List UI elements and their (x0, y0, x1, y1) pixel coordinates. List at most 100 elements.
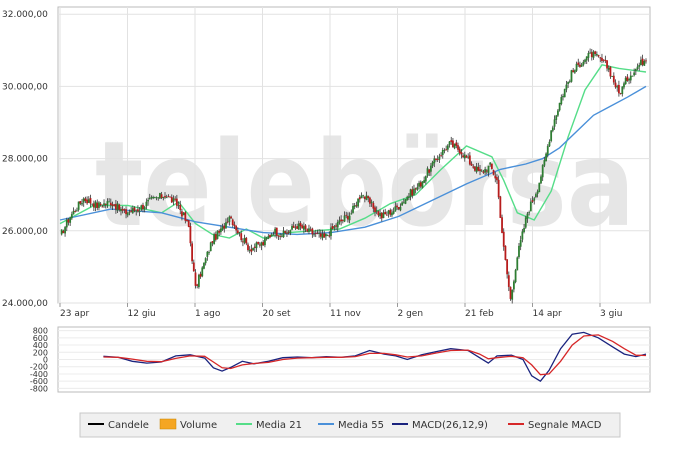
candle (279, 233, 282, 240)
date-tick-label: 14 apr (533, 309, 563, 319)
candle (201, 266, 204, 278)
candle (645, 58, 647, 64)
candle (562, 93, 564, 101)
candle (302, 222, 305, 234)
candle (153, 196, 156, 199)
candle (631, 75, 634, 77)
candle (475, 162, 478, 174)
candle (516, 256, 519, 271)
candle (209, 241, 212, 252)
candle (413, 184, 415, 196)
candle (612, 72, 615, 85)
candle (214, 231, 217, 242)
candle (385, 211, 388, 216)
candle (343, 211, 346, 223)
candle (328, 231, 331, 238)
candle (494, 171, 497, 183)
candle (406, 195, 409, 201)
candle (265, 237, 268, 241)
candle (560, 94, 563, 106)
candle (499, 195, 502, 219)
candle (462, 152, 464, 159)
candle (335, 223, 337, 231)
candle (269, 234, 271, 239)
candle (272, 231, 275, 236)
candle (308, 224, 310, 235)
candle (211, 241, 214, 247)
price-y-tick-label: 28.000,00 (2, 155, 48, 165)
candle (159, 192, 161, 199)
candle (387, 209, 390, 218)
candle (399, 203, 402, 212)
candle (624, 76, 627, 85)
candle (474, 165, 476, 172)
candle (594, 50, 597, 57)
candle (87, 196, 90, 203)
macd-lines (103, 331, 647, 383)
date-x-axis: 23 apr 12 giu 1 ago 20 set 11 nov 2 gen 21 feb… (59, 303, 623, 319)
candle (414, 187, 417, 194)
candle (299, 221, 302, 231)
candle (389, 208, 392, 217)
candle (641, 54, 644, 67)
candle (325, 233, 327, 240)
macd-y-tick-label: 0 (43, 356, 48, 365)
date-tick-label: 2 gen (398, 309, 424, 319)
candle (225, 218, 227, 229)
candle (533, 196, 536, 205)
candle (108, 198, 111, 203)
candle (458, 146, 461, 156)
candle (609, 66, 612, 79)
candle (67, 218, 70, 226)
candle (323, 230, 326, 238)
candle (223, 223, 226, 233)
candle (629, 71, 632, 84)
candle (353, 202, 356, 210)
candle (502, 228, 505, 251)
candle (397, 207, 400, 211)
candle (604, 55, 607, 64)
candle (379, 209, 381, 219)
candle (587, 50, 590, 62)
candlesticks (60, 48, 647, 304)
candle (602, 59, 605, 63)
candle (529, 198, 532, 212)
candle (62, 229, 65, 234)
price-y-tick-label: 30.000,00 (2, 82, 48, 92)
candle (137, 205, 139, 213)
candle (181, 208, 183, 221)
candle (106, 198, 109, 208)
candle (572, 67, 575, 73)
candle (570, 69, 573, 83)
candle (113, 203, 116, 207)
candle (133, 206, 136, 213)
candle (595, 51, 598, 57)
candle (247, 242, 249, 252)
candle (260, 241, 263, 251)
candle (297, 220, 300, 230)
candle (204, 257, 207, 266)
candle (94, 200, 97, 212)
candle (543, 157, 546, 168)
macd-y-tick-label: -800 (30, 384, 48, 393)
candle (528, 210, 531, 216)
candle (435, 158, 437, 162)
candle (160, 191, 163, 200)
candle (463, 151, 466, 162)
date-tick-label: 3 giu (600, 309, 623, 319)
candle (206, 250, 209, 261)
candle (452, 137, 454, 148)
candle (426, 166, 429, 178)
candle (575, 61, 578, 72)
price-panel: telebörsa 24.000,00 26.000,00 28.000,00 30.… (2, 6, 651, 319)
candle (70, 211, 73, 220)
candle (640, 56, 642, 66)
candle (292, 221, 295, 228)
candle (238, 231, 241, 237)
candle (330, 223, 332, 240)
candle (634, 68, 637, 76)
candle (125, 206, 127, 219)
candle (309, 226, 312, 232)
candle (401, 201, 404, 206)
candle (363, 196, 366, 203)
